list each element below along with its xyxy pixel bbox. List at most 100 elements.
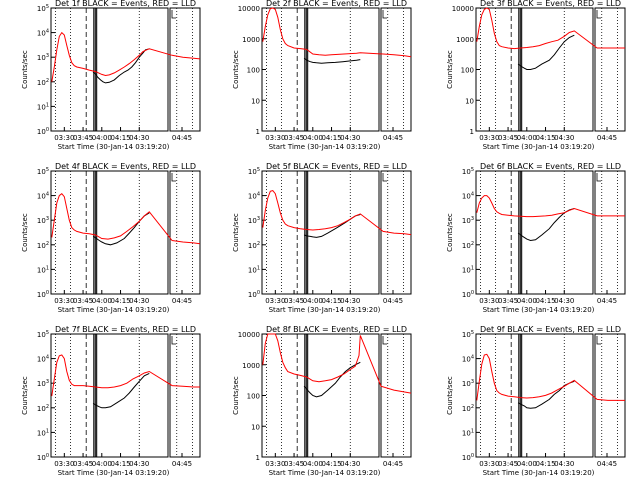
y-tick-label: 100 [37,127,49,136]
y-tick-label: 100 [37,453,49,462]
y-tick-exponent: 3 [471,379,474,385]
panel-title: Det 8f BLACK = Events, RED = LLD [266,325,407,334]
x-tick-label: 04:45 [172,134,192,142]
series-line-lld [51,354,200,397]
x-axis-label: Start Time (30-Jan-14 03:19:20) [483,143,595,151]
x-tick-label: 04:15 [321,297,341,305]
x-axis-label: Start Time (30-Jan-14 03:19:20) [269,469,381,477]
x-tick-label: 03:30 [479,460,499,468]
x-tick-label: 04:00 [517,134,537,142]
x-tick-label: 04:45 [383,297,403,305]
panel-8: Det 8f BLACK = Events, RED = LLD 1 10 100 10… [232,325,412,477]
y-axis-label: Counts/sec [21,213,29,252]
plot-frame [261,170,380,295]
y-tick-exponent: 2 [46,404,49,410]
y-axis-label: Counts/sec [21,376,29,415]
y-tick-exponent: 3 [46,216,49,222]
x-tick-label: 03:30 [479,297,499,305]
x-tick-label: 04:00 [303,134,323,142]
side-band-frame [169,7,201,132]
y-tick-exponent: 5 [46,167,49,173]
y-tick-label: 102 [37,78,49,87]
y-tick-label: 10000 [238,5,260,13]
y-tick-exponent: 3 [257,216,260,222]
y-tick-exponent: 2 [471,241,474,247]
y-tick-label: 100 [461,67,474,75]
side-band-marker [171,336,176,345]
x-tick-label: 03:30 [479,134,499,142]
y-tick-label: 105 [37,330,49,339]
y-tick-label: 102 [37,404,49,413]
y-tick-label: 100 [247,393,260,401]
panel-title: Det 3f BLACK = Events, RED = LLD [480,0,621,8]
x-tick-label: 04:15 [110,297,130,305]
x-tick-label: 04:00 [92,297,112,305]
y-tick-exponent: 1 [471,428,474,434]
y-tick-exponent: 5 [471,167,474,173]
series-line-lld [51,193,201,245]
x-tick-label: 04:45 [597,460,617,468]
side-band-marker [171,10,176,19]
x-tick-label: 04:15 [110,460,130,468]
x-tick-label: 04:45 [597,297,617,305]
panel-3: Det 3f BLACK = Events, RED = LLD 1 10 100 10… [446,0,626,151]
x-tick-label: 04:30 [129,460,149,468]
y-tick-exponent: 0 [46,453,49,459]
y-tick-exponent: 1 [257,265,260,271]
y-tick-label: 105 [248,167,260,176]
panel-title: Det 6f BLACK = Events, RED = LLD [480,162,621,171]
y-axis-label: Counts/sec [232,213,240,252]
side-band-frame [594,333,626,458]
y-tick-exponent: 1 [46,428,49,434]
x-axis-label: Start Time (30-Jan-14 03:19:20) [269,306,381,314]
x-tick-label: 03:45 [498,460,518,468]
y-tick-label: 102 [462,404,474,413]
x-tick-label: 04:15 [321,460,341,468]
y-tick-exponent: 4 [46,29,49,35]
x-tick-label: 04:00 [517,297,537,305]
y-tick-label: 100 [37,290,49,299]
y-tick-label: 102 [462,241,474,250]
x-tick-label: 04:15 [110,134,130,142]
x-tick-label: 04:45 [172,297,192,305]
x-tick-label: 03:45 [284,460,304,468]
x-tick-label: 04:00 [92,460,112,468]
panel-9: Det 9f BLACK = Events, RED = LLD10010110… [446,325,626,477]
x-tick-label: 03:30 [54,460,74,468]
y-tick-label: 1000 [456,36,474,44]
x-tick-label: 03:30 [265,134,285,142]
side-band-frame [380,7,412,132]
y-tick-label: 1 [256,454,260,462]
series-line-events [517,34,575,70]
y-tick-label: 102 [37,241,49,250]
x-tick-label: 03:30 [54,134,74,142]
y-tick-label: 103 [37,53,49,62]
y-tick-exponent: 2 [257,241,260,247]
y-tick-exponent: 0 [46,290,49,296]
series-line-lld [262,7,412,58]
y-tick-label: 1 [256,128,260,136]
y-tick-label: 104 [248,192,260,201]
x-tick-label: 04:45 [597,134,617,142]
y-axis-label: Counts/sec [446,376,454,415]
y-tick-exponent: 0 [471,290,474,296]
x-tick-label: 04:00 [517,460,537,468]
x-tick-label: 04:30 [554,134,574,142]
y-tick-exponent: 5 [471,330,474,336]
side-band-marker [596,173,601,182]
side-band-marker [596,336,601,345]
y-tick-label: 104 [37,192,49,201]
panel-title: Det 7f BLACK = Events, RED = LLD [55,325,196,334]
series-line-events [303,361,361,398]
y-tick-exponent: 3 [46,379,49,385]
y-tick-label: 10 [251,423,260,431]
side-band-marker [382,173,387,182]
side-band-frame [380,170,412,295]
side-band-marker [596,10,601,19]
y-axis-label: Counts/sec [446,50,454,89]
y-tick-exponent: 0 [257,290,260,296]
side-band-frame [169,170,201,295]
y-tick-exponent: 1 [471,265,474,271]
y-tick-exponent: 0 [471,453,474,459]
